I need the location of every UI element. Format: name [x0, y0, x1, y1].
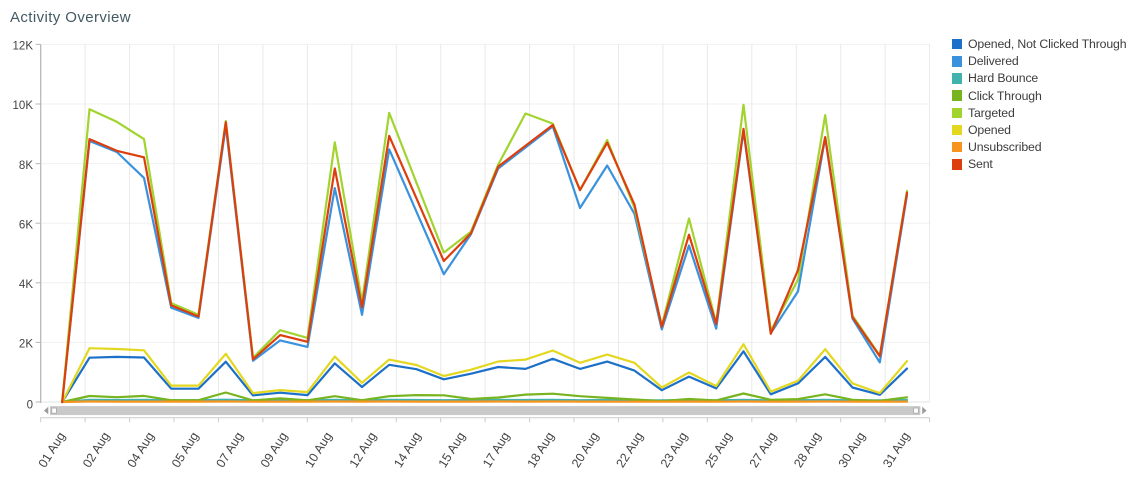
svg-text:31 Aug: 31 Aug — [880, 430, 913, 470]
svg-text:01 Aug: 01 Aug — [36, 430, 69, 470]
svg-text:8K: 8K — [19, 160, 33, 172]
svg-text:0: 0 — [27, 399, 33, 411]
svg-text:6K: 6K — [19, 219, 33, 231]
svg-text:22 Aug: 22 Aug — [613, 430, 646, 470]
svg-text:02 Aug: 02 Aug — [80, 430, 113, 470]
svg-text:4K: 4K — [19, 279, 33, 291]
svg-text:05 Aug: 05 Aug — [169, 430, 202, 470]
svg-text:28 Aug: 28 Aug — [791, 430, 824, 470]
svg-text:04 Aug: 04 Aug — [125, 430, 158, 470]
svg-text:15 Aug: 15 Aug — [436, 430, 469, 470]
svg-text:20 Aug: 20 Aug — [569, 430, 602, 470]
svg-text:14 Aug: 14 Aug — [391, 430, 424, 470]
svg-text:23 Aug: 23 Aug — [658, 430, 691, 470]
svg-text:12K: 12K — [13, 41, 34, 53]
svg-text:07 Aug: 07 Aug — [213, 430, 246, 470]
svg-text:25 Aug: 25 Aug — [702, 430, 735, 470]
svg-text:12 Aug: 12 Aug — [347, 430, 380, 470]
svg-text:10K: 10K — [13, 100, 34, 112]
svg-text:09 Aug: 09 Aug — [258, 430, 291, 470]
svg-text:27 Aug: 27 Aug — [747, 430, 780, 470]
svg-text:17 Aug: 17 Aug — [480, 430, 513, 470]
svg-text:10 Aug: 10 Aug — [302, 430, 335, 470]
svg-text:18 Aug: 18 Aug — [525, 430, 558, 470]
svg-text:2K: 2K — [19, 339, 33, 351]
svg-text:30 Aug: 30 Aug — [836, 430, 869, 470]
